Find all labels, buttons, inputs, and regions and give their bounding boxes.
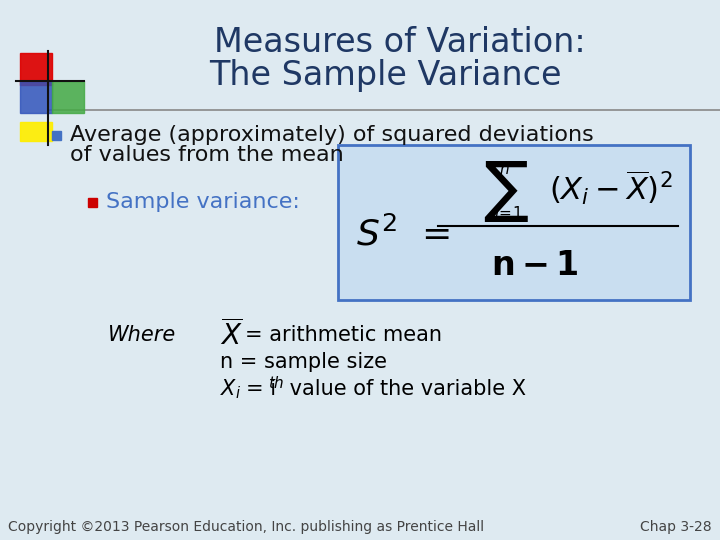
FancyBboxPatch shape	[338, 145, 690, 300]
Text: Chap 3-28: Chap 3-28	[640, 520, 712, 534]
Text: $\sum$: $\sum$	[483, 159, 529, 224]
Text: $S^2$  =: $S^2$ =	[356, 217, 450, 253]
Bar	[52, 131, 61, 140]
Text: Average (approximately) of squared deviations: Average (approximately) of squared devia…	[70, 125, 594, 145]
Bar	[20, 122, 52, 141]
Text: $i\!=\!1$: $i\!=\!1$	[494, 206, 522, 221]
Text: $\mathbf{n - 1}$: $\mathbf{n - 1}$	[491, 249, 579, 282]
Text: Sample variance:: Sample variance:	[106, 192, 300, 212]
Bar	[52, 81, 84, 113]
Text: value of the variable X: value of the variable X	[283, 379, 526, 399]
Text: n = sample size: n = sample size	[220, 352, 387, 372]
Text: of values from the mean: of values from the mean	[70, 145, 343, 165]
Bar	[20, 81, 52, 113]
Text: Where: Where	[108, 325, 176, 345]
Text: = arithmetic mean: = arithmetic mean	[245, 325, 442, 345]
Text: $(X_i - \overline{X})^2$: $(X_i - \overline{X})^2$	[549, 168, 672, 207]
Text: Copyright ©2013 Pearson Education, Inc. publishing as Prentice Hall: Copyright ©2013 Pearson Education, Inc. …	[8, 520, 484, 534]
Text: th: th	[268, 375, 284, 390]
Text: $X_i$: $X_i$	[220, 377, 241, 401]
Bar	[88, 198, 97, 207]
Text: = i: = i	[246, 379, 276, 399]
Text: Measures of Variation:: Measures of Variation:	[214, 26, 586, 59]
Text: The Sample Variance: The Sample Variance	[209, 59, 562, 92]
Bar	[20, 53, 52, 85]
Text: $n$: $n$	[499, 162, 509, 177]
Text: $\overline{X}$: $\overline{X}$	[220, 319, 243, 351]
